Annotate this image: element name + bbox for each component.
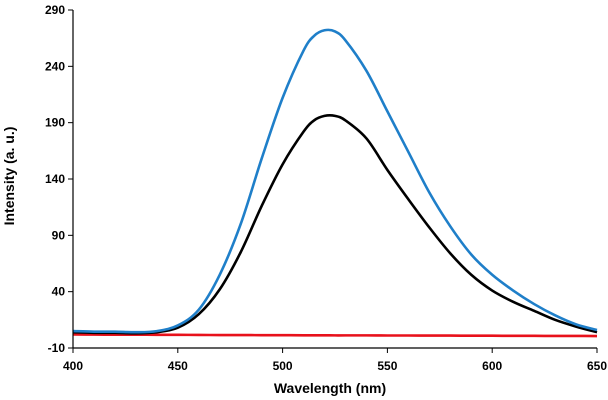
y-tick-label: 40 (52, 285, 66, 299)
x-tick-label: 600 (482, 359, 502, 373)
series-line-black (72, 114, 598, 335)
y-tick-label: 90 (52, 228, 66, 242)
series-line-red (72, 333, 598, 338)
x-axis-title: Wavelength (nm) (274, 380, 386, 396)
x-tick-label: 550 (377, 359, 397, 373)
axes-layer (68, 9, 598, 353)
y-tick-label: 140 (45, 172, 65, 186)
series-layer (72, 28, 598, 338)
labels-layer: -10 40 90 140 190 240 290 400 450 500 550 600 650 (45, 3, 607, 373)
y-tick-label: 240 (45, 59, 65, 73)
y-axis-title: Intensity (a. u.) (1, 127, 17, 226)
x-tick-label: 650 (587, 359, 607, 373)
x-tick-label: 500 (273, 359, 293, 373)
y-tick-label: 190 (45, 116, 65, 130)
x-tick-label: 450 (168, 359, 188, 373)
y-tick-label: 290 (45, 3, 65, 17)
y-tick-label: -10 (48, 341, 66, 355)
series-line-blue (72, 28, 598, 334)
x-tick-label: 400 (63, 359, 83, 373)
